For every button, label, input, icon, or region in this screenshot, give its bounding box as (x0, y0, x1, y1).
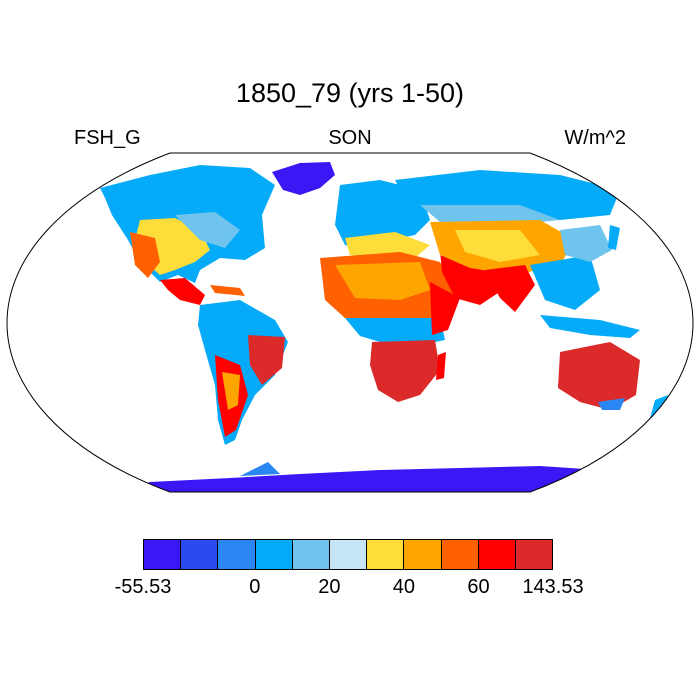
colorbar-segment (292, 540, 330, 569)
season-label: SON (328, 127, 372, 149)
africa-south (370, 340, 440, 402)
africa-sahara (335, 262, 430, 300)
africa-east (430, 282, 460, 335)
variable-label: FSH_G (74, 127, 141, 149)
colorbar-label: 0 (249, 576, 261, 598)
colorbar-segment (515, 540, 553, 569)
east-asia (560, 225, 612, 262)
australia-coast (598, 398, 625, 410)
colorbar-label: -55.53 (114, 576, 172, 598)
sa-mid (222, 372, 240, 410)
land-masses (100, 162, 680, 492)
na-cool (175, 212, 240, 248)
colorbar-segment (329, 540, 368, 569)
map-title: 1850_79 (yrs 1-50) (235, 78, 465, 108)
colorbar-segment (144, 540, 182, 569)
colorbar-segment (218, 540, 256, 569)
colorbar-label: 143.53 (522, 576, 584, 598)
madagascar (436, 352, 446, 380)
colorbar-label: 60 (467, 576, 490, 598)
map-outline (6, 152, 694, 493)
new-zealand (650, 395, 668, 418)
colorbar-segment (255, 540, 293, 569)
sa-east (248, 335, 285, 385)
na-southwest (130, 232, 160, 278)
japan (608, 225, 620, 250)
southeast-asia (530, 255, 600, 310)
australia (558, 342, 640, 410)
antarctica-coast (240, 462, 280, 476)
colorbar-segment (181, 540, 219, 569)
colorbar-segment (404, 540, 442, 569)
africa-central (345, 318, 445, 345)
colorbar-segment (478, 540, 516, 569)
asia-boreal (420, 205, 560, 225)
europe-south (345, 232, 430, 258)
antarctica (120, 466, 680, 492)
colorbar-label: 40 (392, 576, 416, 598)
greenland (272, 162, 335, 195)
units-label: W/m^2 (564, 127, 626, 149)
caribbean (210, 285, 245, 296)
central-america (160, 278, 205, 305)
colorbar-segment (441, 540, 479, 569)
colorbar-label: 20 (318, 576, 341, 598)
indonesia (540, 315, 640, 338)
colorbar-segment (367, 540, 405, 569)
colorbar (143, 539, 553, 570)
india (485, 265, 535, 312)
asia-dry (455, 230, 540, 262)
